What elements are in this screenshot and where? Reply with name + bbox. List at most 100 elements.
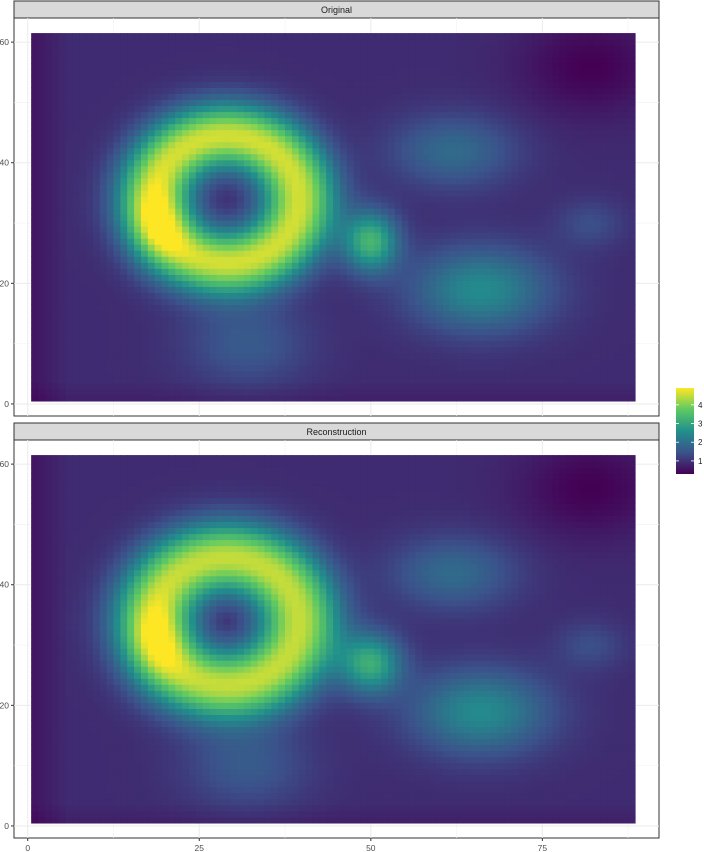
heatmap-cell: [216, 238, 224, 245]
heatmap-cell: [415, 388, 423, 396]
heatmap-cell: [573, 370, 581, 378]
heatmap-cell: [538, 286, 547, 293]
heatmap-cell: [250, 75, 259, 82]
heatmap-cell: [202, 316, 211, 324]
heatmap-cell: [422, 129, 430, 137]
heatmap-cell: [319, 195, 327, 203]
heatmap-cell: [106, 63, 115, 70]
heatmap-cell: [374, 111, 382, 119]
heatmap-cell: [195, 99, 204, 107]
heatmap-cell: [319, 99, 327, 107]
heatmap-cell: [79, 171, 87, 179]
heatmap-cell: [387, 286, 396, 293]
heatmap-cell: [237, 340, 245, 348]
heatmap-cell: [415, 171, 423, 179]
heatmap-cell: [415, 352, 423, 360]
heatmap-cell: [298, 189, 307, 197]
heatmap-cell: [394, 292, 403, 300]
heatmap-cell: [305, 153, 314, 161]
heatmap-cell: [497, 316, 506, 324]
heatmap-cell: [237, 147, 245, 155]
heatmap-cell: [573, 262, 581, 269]
heatmap-cell: [237, 316, 245, 324]
heatmap-cell: [237, 39, 245, 46]
heatmap-cell: [79, 220, 87, 227]
heatmap-cell: [442, 286, 451, 293]
heatmap-cell: [257, 250, 266, 257]
heatmap-cell: [285, 298, 293, 306]
heatmap-cell: [518, 256, 526, 263]
heatmap-cell: [511, 69, 519, 76]
heatmap-cell: [264, 123, 272, 131]
heatmap-cell: [113, 334, 121, 342]
heatmap-cell: [381, 298, 389, 306]
heatmap-cell: [326, 370, 334, 378]
heatmap-cell: [545, 340, 554, 348]
heatmap-cell: [44, 213, 53, 221]
heatmap-cell: [175, 286, 183, 293]
heatmap-cell: [429, 183, 437, 191]
heatmap-cell: [346, 232, 355, 239]
heatmap-cell: [360, 256, 368, 263]
heatmap-cell: [566, 352, 574, 360]
heatmap-cell: [456, 129, 465, 137]
heatmap-cell: [237, 226, 245, 233]
heatmap-cell: [538, 87, 547, 94]
heatmap-cell: [223, 358, 231, 366]
heatmap-cell: [360, 394, 368, 402]
heatmap-cell: [237, 304, 245, 312]
heatmap-cell: [161, 111, 169, 119]
heatmap-cell: [442, 268, 451, 275]
heatmap-cell: [504, 153, 513, 161]
heatmap-cell: [573, 316, 581, 324]
heatmap-cell: [202, 87, 211, 94]
heatmap-cell: [31, 117, 39, 125]
heatmap-cell: [545, 304, 554, 312]
heatmap-cell: [504, 201, 513, 209]
heatmap-cell: [339, 123, 348, 131]
heatmap-cell: [168, 39, 176, 46]
heatmap-cell: [92, 81, 101, 88]
heatmap-cell: [134, 250, 142, 257]
heatmap-cell: [504, 220, 513, 227]
heatmap-cell: [360, 75, 368, 82]
heatmap-cell: [470, 376, 478, 384]
heatmap-cell: [99, 153, 108, 161]
heatmap-cell: [333, 346, 341, 354]
heatmap-cell: [559, 123, 567, 131]
heatmap-cell: [559, 352, 567, 360]
heatmap-cell: [58, 346, 67, 354]
heatmap-cell: [538, 69, 547, 76]
heatmap-cell: [367, 75, 375, 82]
heatmap-cell: [147, 87, 156, 94]
heatmap-cell: [319, 340, 327, 348]
heatmap-cell: [504, 226, 513, 233]
heatmap-cell: [394, 195, 403, 203]
heatmap-cell: [58, 364, 67, 372]
heatmap-cell: [552, 141, 561, 149]
heatmap-cell: [374, 250, 382, 257]
heatmap-cell: [237, 280, 245, 287]
heatmap-cell: [305, 93, 314, 101]
heatmap-cell: [449, 123, 458, 131]
heatmap-cell: [477, 165, 485, 173]
heatmap-cell: [470, 165, 478, 173]
heatmap-cell: [188, 141, 197, 149]
heatmap-cell: [580, 274, 588, 281]
heatmap-cell: [127, 292, 135, 300]
heatmap-cell: [278, 207, 286, 215]
heatmap-cell: [490, 189, 499, 197]
heatmap-cell: [209, 328, 218, 336]
heatmap-cell: [346, 213, 355, 221]
heatmap-cell: [230, 310, 238, 318]
heatmap-cell: [298, 358, 307, 366]
heatmap-cell: [346, 75, 355, 82]
heatmap-cell: [264, 75, 272, 82]
heatmap-cell: [339, 328, 348, 336]
heatmap-cell: [154, 316, 163, 324]
heatmap-cell: [86, 99, 94, 107]
heatmap-cell: [484, 262, 492, 269]
heatmap-cell: [72, 69, 80, 76]
heatmap-cell: [435, 274, 444, 281]
heatmap-cell: [305, 201, 314, 209]
